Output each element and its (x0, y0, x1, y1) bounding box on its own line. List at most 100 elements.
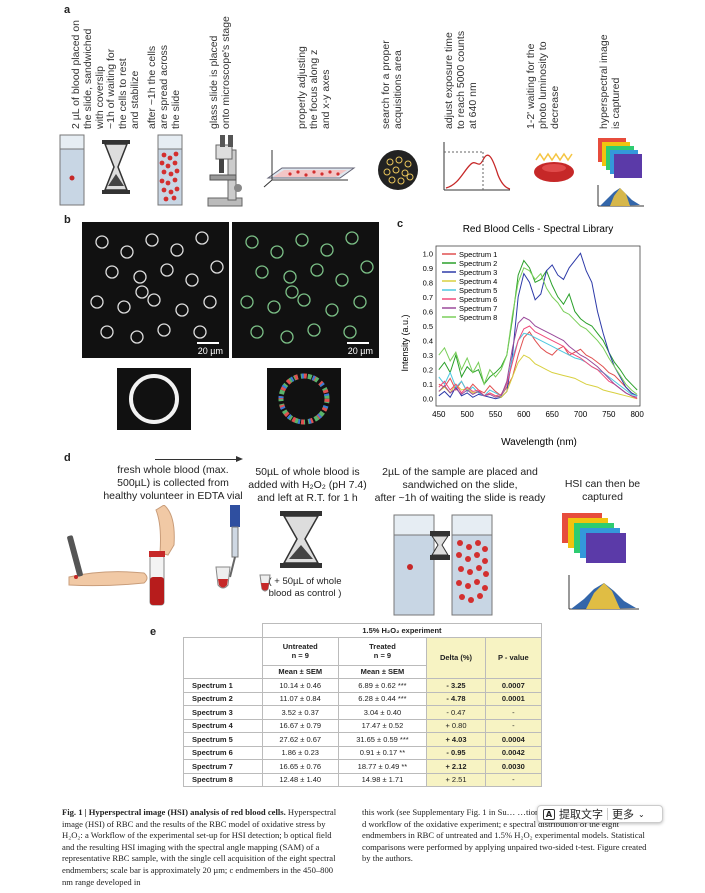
series-line-3 (438, 252, 638, 400)
table-cell-label: Spectrum 7 (183, 759, 263, 774)
step-d-1: fresh whole blood (max. 500µL) is collec… (103, 464, 243, 502)
series-line-4 (438, 354, 638, 400)
text-extract-toolbar[interactable]: A 提取文字 更多 ⌄ (537, 805, 663, 823)
x-tick-label: 600 (517, 410, 531, 419)
panel-a-icons (59, 134, 644, 207)
chevron-down-icon: ⌄ (638, 809, 645, 819)
series-line-6 (438, 325, 638, 400)
step-a-7: adjust exposure time to reach 5000 count… (443, 30, 479, 129)
table-cell-delta: + 4.03 (426, 732, 486, 747)
blood-vial-icon (149, 505, 175, 606)
table-cell-delta: + 2.51 (426, 772, 486, 787)
step-a-8: 1-2' waiting for the photo luminosity to… (525, 41, 561, 129)
panel-label-b: b (64, 214, 71, 226)
table-title: 1.5% H₂O₂ experiment (261, 623, 543, 638)
table-cell-p: - (484, 772, 543, 787)
stage-xyz-icon (263, 150, 356, 188)
table-row: Spectrum 5 27.62 ± 0.67 31.65 ± 0.59 *** + … (183, 732, 543, 747)
x-tick-label: 550 (489, 410, 503, 419)
brightfield-micrograph: 20 µm (82, 222, 229, 358)
legend-entry: Spectrum 7 (459, 304, 497, 313)
col-p-value: P - value (484, 636, 543, 679)
panel-label-c: c (397, 218, 404, 230)
hourglass-icon (102, 140, 130, 194)
table-cell-p: 0.0007 (484, 678, 543, 693)
hyperspectral-cube-icon (597, 138, 644, 207)
table-cell-untreated: 16.67 ± 0.79 (261, 718, 339, 733)
y-tick-label: 0.1 (423, 380, 433, 389)
more-button[interactable]: 更多 (612, 808, 634, 821)
acquisition-area-icon (378, 150, 418, 190)
table-cell-treated: 6.89 ± 0.62 *** (337, 678, 428, 693)
x-tick-label: 450 (432, 410, 446, 419)
table-cell-treated: 17.47 ± 0.52 (337, 718, 428, 733)
finger-prick-icon (67, 535, 148, 587)
pipette-icon (215, 505, 271, 592)
table-cell-p: 0.0030 (484, 759, 543, 774)
series-line-1 (438, 331, 638, 397)
series-line-2 (438, 259, 638, 391)
table-row: Spectrum 4 16.67 ± 0.79 17.47 ± 0.52 + 0.80… (183, 718, 543, 733)
legend-entry: Spectrum 1 (459, 250, 497, 259)
table-cell-p: - (484, 718, 543, 733)
spectral-library-chart: Red Blood Cells - Spectral Library 450 50… (400, 224, 645, 448)
arrow-head (236, 456, 243, 462)
y-axis-label: Intensity (a.u.) (400, 314, 410, 371)
table-cell-untreated: 27.62 ± 0.67 (261, 732, 339, 747)
table-cell-treated: 0.91 ± 0.17 ** (337, 745, 428, 760)
y-tick-label: 1.0 (423, 249, 433, 258)
table-cell-delta: - 0.95 (426, 745, 486, 760)
step-d-3: 2µL of the sample are placed and sandwic… (374, 466, 546, 504)
step-d-4: HSI can then be captured (564, 478, 641, 503)
legend-entry: Spectrum 6 (459, 295, 497, 304)
table-cell-label: Spectrum 3 (183, 705, 263, 720)
series-line-7 (438, 316, 638, 398)
step-a-1: 2 µL of blood placed on the slide, sandw… (70, 20, 106, 129)
col-treated: Treated n = 9 (337, 636, 428, 666)
single-cell-brightfield (117, 368, 191, 430)
step-a-2: ~1h of waiting for the cells to rest and… (105, 48, 141, 129)
step-a-6: search for a proper acquisitions area (380, 40, 404, 129)
table-cell-untreated: 16.65 ± 0.76 (261, 759, 339, 774)
x-axis-label: Wavelength (nm) (501, 437, 577, 448)
step-d-2: 50µL of whole blood is added with H₂O₂ (… (248, 466, 367, 504)
x-tick-label: 650 (545, 410, 559, 419)
table-cell-p: - (484, 705, 543, 720)
hsi-sam-micrograph: 20 µm (232, 222, 379, 358)
table-cell-untreated: 1.86 ± 0.23 (261, 745, 339, 760)
caption-left: Fig. 1 | Hyperspectral image (HSI) analy… (62, 807, 346, 888)
tick-labels: 450 500 550 600 650 700 750 800 0.0 0.1 0.2 0.3 0.4 0… (423, 249, 645, 419)
legend-entry: Spectrum 8 (459, 313, 497, 322)
table-cell-delta: - 4.78 (426, 691, 486, 706)
col-untreated: Untreated n = 9 (261, 636, 339, 666)
table-row: Spectrum 2 11.07 ± 0.84 6.28 ± 0.44 *** - 4… (183, 691, 543, 706)
slide-cells-icon (157, 134, 183, 206)
scale-bar-line (347, 342, 369, 344)
table-cell-label: Spectrum 6 (183, 745, 263, 760)
hyperspectral-cube-icon (562, 513, 639, 610)
figure-label: Fig. 1 | Hyperspectral image (HSI) analy… (62, 807, 286, 817)
legend-entry: Spectrum 5 (459, 286, 497, 295)
legend-entry: Spectrum 2 (459, 259, 497, 268)
step-a-4: glass slide is placed onto microscope's … (208, 16, 232, 129)
single-cell-hsi (267, 368, 341, 430)
y-tick-label: 0.4 (423, 337, 433, 346)
chart-title: Red Blood Cells - Spectral Library (463, 224, 614, 235)
control-note: ( + 50µL of whole blood as control ) (268, 576, 342, 599)
extract-text-button[interactable]: 提取文字 (559, 808, 603, 821)
table-row: Spectrum 8 12.48 ± 1.40 14.98 ± 1.71 + 2.51… (183, 772, 543, 787)
plot-area (435, 245, 641, 407)
slide-drop-icon (59, 134, 85, 206)
x-tick-label: 500 (460, 410, 474, 419)
table-cell-label: Spectrum 2 (183, 691, 263, 706)
step-a-3: after ~1h the cells are spread across th… (146, 44, 182, 129)
toolbar-divider (607, 808, 608, 820)
table-cell-p: 0.0042 (484, 745, 543, 760)
plot-frame (435, 245, 641, 407)
sample-slide-icon (393, 514, 493, 616)
stat-treated: Mean ± SEM (337, 664, 428, 679)
table-cell-delta: - 0.47 (426, 705, 486, 720)
table-row: Spectrum 1 10.14 ± 0.46 6.89 ± 0.62 *** - 3… (183, 678, 543, 693)
table-cell-treated: 18.77 ± 0.49 ** (337, 759, 428, 774)
